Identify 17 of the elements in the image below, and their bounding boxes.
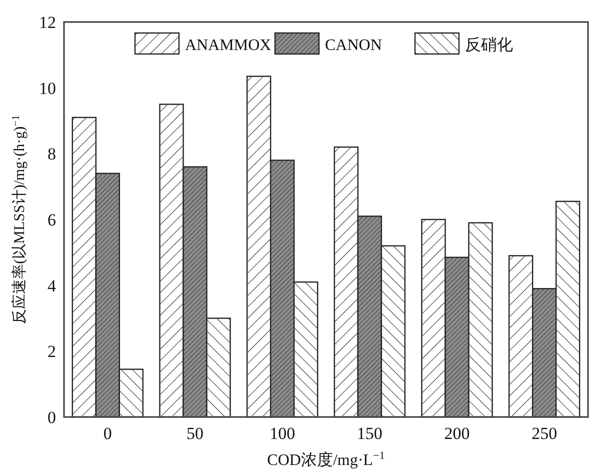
x-tick-label: 100 [270,424,296,443]
x-axis-title: COD浓度/mg·L$^{−1}$ [267,450,385,469]
y-tick-label: 0 [48,408,56,427]
legend-label: 反硝化 [465,36,513,54]
x-tick-label: 0 [103,424,112,443]
x-tick-label: 150 [356,424,382,443]
x-tick-label: 200 [444,424,470,443]
legend-label: CANON [325,37,382,54]
y-tick-label: 8 [48,144,56,164]
legend-label: ANAMMOX [185,37,272,54]
y-tick-label: 6 [48,210,56,230]
y-tick-label: 2 [48,342,56,362]
x-tick-label: 250 [532,424,558,443]
x-tick-label: 50 [186,424,204,443]
y-tick-label: 4 [48,276,56,296]
y-tick-label: 12 [39,13,56,32]
y-tick-label: 10 [39,78,56,98]
